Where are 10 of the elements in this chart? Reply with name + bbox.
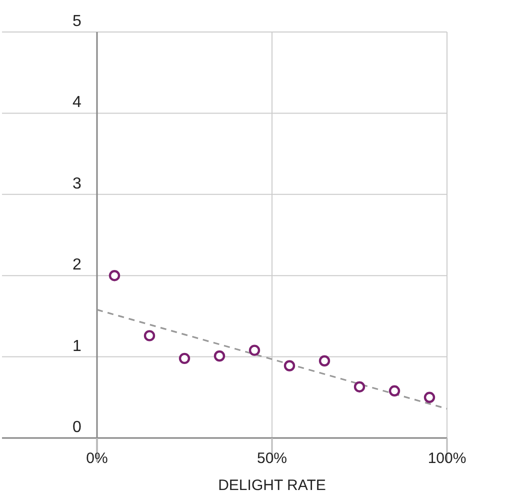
x-tick-label: 100%: [428, 450, 466, 467]
x-axis-title: DELIGHT RATE: [218, 477, 326, 494]
x-tick-label: 0%: [86, 450, 108, 467]
y-tick-label: 4: [72, 94, 82, 112]
y-tick-label: 1: [72, 338, 82, 355]
y-tick-label: 2: [72, 256, 82, 274]
y-tick-label: 3: [72, 175, 82, 192]
x-tick-label: 50%: [256, 450, 288, 467]
y-tick-label: 0: [72, 419, 82, 436]
y-tick-label: 5: [72, 13, 82, 30]
